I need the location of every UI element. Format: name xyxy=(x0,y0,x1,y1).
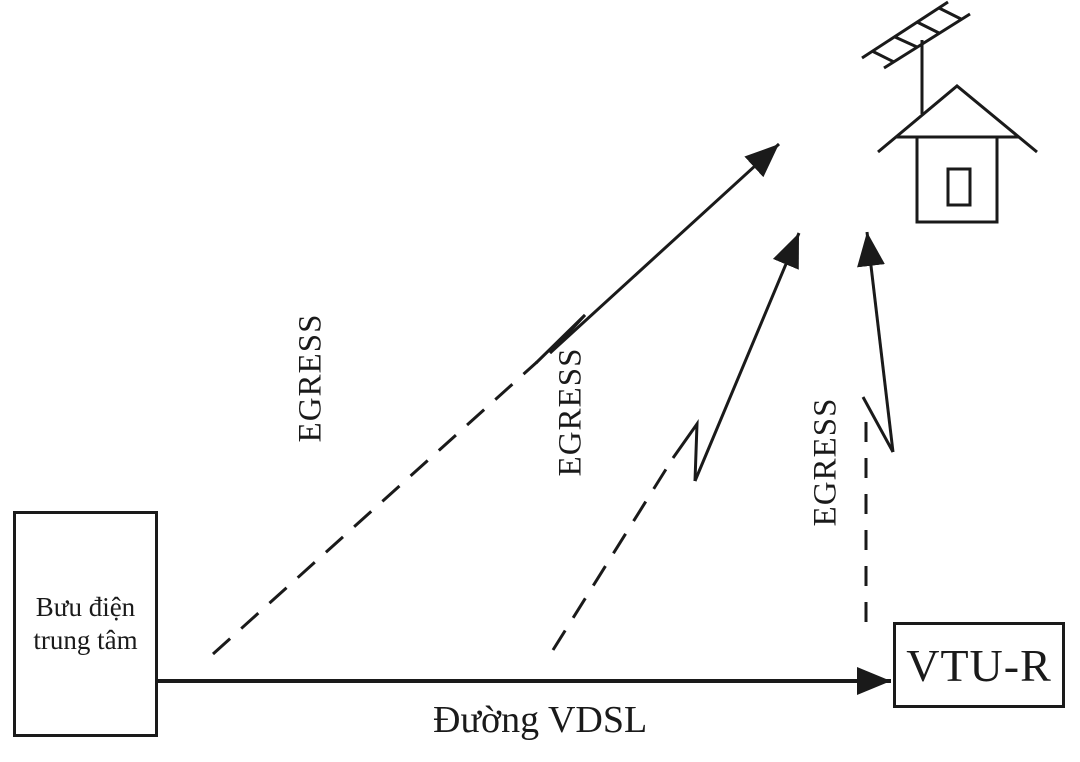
egress-dashed-line-1 xyxy=(211,360,539,656)
egress-label-3: EGRESS xyxy=(807,397,844,527)
egress-label-2: EGRESS xyxy=(552,347,589,477)
house-icon xyxy=(877,84,1038,224)
lightning-jag-icon xyxy=(861,396,895,453)
egress-arrow-2 xyxy=(693,232,801,482)
vtu-r-label: VTU-R xyxy=(906,639,1052,691)
egress-path-3 xyxy=(857,231,895,622)
egress-arrow-3 xyxy=(857,231,895,453)
egress-path-2 xyxy=(551,232,801,651)
antenna-icon xyxy=(861,0,971,114)
egress-label-1: EGRESS xyxy=(292,313,329,443)
lightning-jag-icon xyxy=(671,419,699,482)
vdsl-line-label: Đường VDSL xyxy=(433,699,648,741)
egress-path-1 xyxy=(211,142,781,656)
egress-dashed-line-2 xyxy=(551,457,675,651)
central-office-label: Bưu điện trung tâm xyxy=(33,592,138,655)
vtu-r-box: VTU-R xyxy=(893,622,1065,708)
central-office-box: Bưu điện trung tâm xyxy=(13,511,158,737)
egress-arrow-1 xyxy=(548,142,781,355)
